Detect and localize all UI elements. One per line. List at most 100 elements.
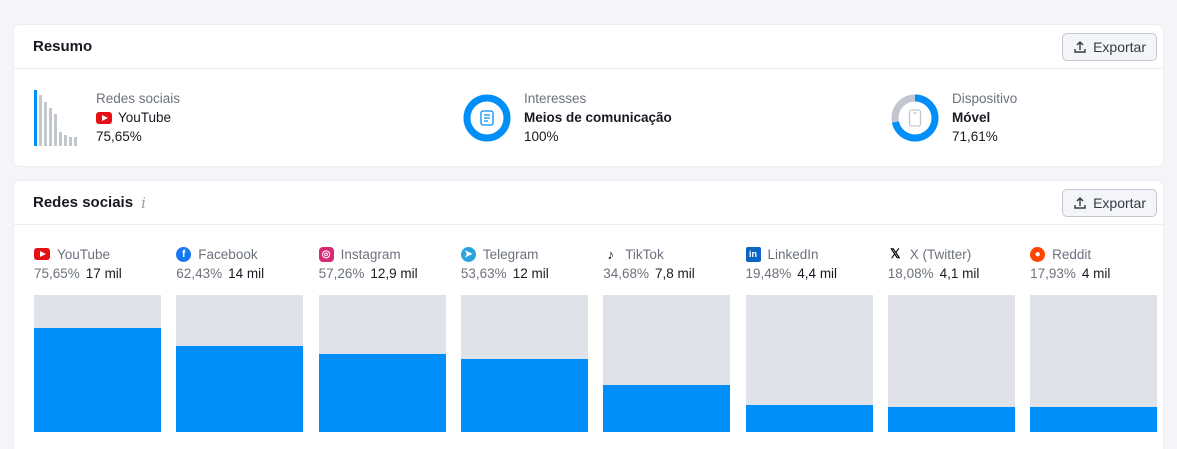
social-count: 12 mil [512, 266, 549, 281]
social-title-text: Redes sociais [33, 194, 134, 211]
social-name-label: Telegram [482, 246, 539, 262]
social-title: Redes sociais i [33, 194, 146, 212]
social-column: YouTube 75,65% 17 mil [34, 245, 161, 432]
social-percent: 75,65% [34, 266, 80, 281]
social-count: 12,9 mil [370, 266, 418, 281]
summary-device: Dispositivo Móvel 71,61% [890, 69, 1017, 166]
social-count: 7,8 mil [654, 266, 695, 281]
info-icon[interactable]: i [141, 193, 146, 212]
social-name: in LinkedIn [745, 245, 873, 263]
export-label: Exportar [1093, 194, 1146, 211]
social-percent: 17,93% [1030, 266, 1076, 281]
social-percent: 62,43% [176, 266, 223, 281]
social-name-label: X (Twitter) [909, 246, 972, 262]
social-bar-fill [176, 346, 304, 432]
summary-card: Resumo Exportar Redes sociais YouTube 75 [14, 25, 1163, 166]
social-bar-track [34, 295, 161, 432]
social-name: ● Reddit [1030, 245, 1157, 263]
summary-interests-pct: 100% [524, 129, 559, 144]
social-bar-track [603, 295, 731, 432]
social-networks-card: Redes sociais i Exportar YouTube 75,65% 17… [14, 181, 1163, 449]
social-stats: 62,43% 14 mil [176, 266, 303, 281]
social-name-label: TikTok [625, 246, 664, 262]
device-donut [891, 94, 939, 141]
social-bar-fill [603, 384, 731, 432]
summary-social-value: YouTube [96, 108, 180, 127]
social-stats: 19,48% 4,4 mil [746, 266, 873, 281]
social-name-label: Instagram [340, 246, 401, 262]
social-bar-fill [460, 358, 588, 432]
summary-export-button[interactable]: Exportar [1062, 32, 1157, 61]
linkedin-icon: in [745, 246, 761, 262]
social-count: 17 mil [85, 266, 122, 281]
tiktok-icon: ♪ [607, 246, 614, 262]
social-bar-track [1030, 295, 1158, 432]
instagram-icon: ◎ [318, 246, 334, 262]
summary-social-pct: 75,65% [96, 129, 142, 144]
summary-interests: Interesses Meios de comunicação 100% [462, 69, 672, 166]
social-bar-track [460, 295, 588, 432]
social-column: 𝕏 X (Twitter) 18,08% 4,1 mil [887, 245, 1015, 432]
summary-interests-label: Interesses [524, 91, 587, 106]
export-icon [1074, 196, 1086, 209]
export-label: Exportar [1093, 38, 1146, 55]
interests-donut-arc [463, 94, 511, 141]
social-bar-fill [745, 405, 873, 432]
social-stats: 17,93% 4 mil [1030, 266, 1157, 281]
social-name: YouTube [34, 245, 161, 263]
social-stats: 34,68% 7,8 mil [603, 266, 730, 281]
export-icon [1074, 40, 1086, 53]
social-name-label: YouTube [57, 246, 111, 262]
social-percent: 34,68% [603, 266, 649, 281]
summary-title: Resumo [33, 38, 93, 55]
social-stats: 18,08% 4,1 mil [888, 266, 1015, 281]
social-bar-fill [34, 328, 161, 432]
social-percent: 57,26% [318, 266, 365, 281]
summary-device-pct: 71,61% [952, 129, 998, 144]
social-count: 14 mil [228, 266, 265, 281]
social-column: ◎ Instagram 57,26% 12,9 mil [318, 245, 446, 432]
social-bars: YouTube 75,65% 17 mil f Facebook 62,43% 14 mil… [14, 245, 1163, 445]
telegram-icon: ➤ [460, 246, 476, 262]
social-header: Redes sociais i Exportar [14, 181, 1163, 225]
social-percent: 19,48% [745, 266, 792, 281]
social-name-label: LinkedIn [767, 246, 819, 262]
social-bar-track [318, 295, 446, 432]
summary-interests-value: Meios de comunicação [524, 110, 672, 125]
social-count: 4,4 mil [797, 266, 838, 281]
social-column: ➤ Telegram 53,63% 12 mil [460, 245, 588, 432]
social-column: ♪ TikTok 34,68% 7,8 mil [603, 245, 731, 432]
social-percent: 53,63% [460, 266, 507, 281]
summary-body: Redes sociais YouTube 75,65% Interesses … [14, 69, 1163, 166]
social-name-label: Reddit [1052, 246, 1092, 262]
social-stats: 75,65% 17 mil [34, 266, 161, 281]
social-bar-track [176, 295, 304, 432]
social-name-label: Facebook [198, 246, 258, 262]
social-column: in LinkedIn 19,48% 4,4 mil [745, 245, 873, 432]
social-bar-fill [318, 353, 446, 432]
social-name: 𝕏 X (Twitter) [888, 245, 1015, 263]
social-stats: 53,63% 12 mil [461, 266, 588, 281]
summary-device-value: Móvel [952, 110, 991, 125]
facebook-icon: f [176, 246, 192, 262]
social-count: 4 mil [1081, 266, 1111, 281]
reddit-icon: ● [1030, 246, 1046, 262]
summary-header: Resumo Exportar [14, 25, 1163, 69]
social-bar-track [745, 295, 873, 432]
summary-social-label: Redes sociais [96, 91, 181, 106]
social-bar-fill [887, 407, 1015, 432]
social-export-button[interactable]: Exportar [1062, 188, 1157, 217]
social-bar-fill [1030, 407, 1158, 432]
social-column: ● Reddit 17,93% 4 mil [1030, 245, 1158, 432]
youtube-icon [34, 248, 50, 260]
interests-donut [463, 94, 511, 141]
social-count: 4,1 mil [939, 266, 980, 281]
social-name: f Facebook [176, 245, 303, 263]
mini-bar-chart-icon [34, 89, 77, 146]
social-bar-track [887, 295, 1015, 432]
summary-device-label: Dispositivo [952, 91, 1018, 106]
summary-social-name: YouTube [118, 110, 172, 125]
social-name: ➤ Telegram [460, 245, 588, 263]
youtube-icon [96, 111, 112, 124]
x-twitter-icon: 𝕏 [890, 246, 901, 261]
